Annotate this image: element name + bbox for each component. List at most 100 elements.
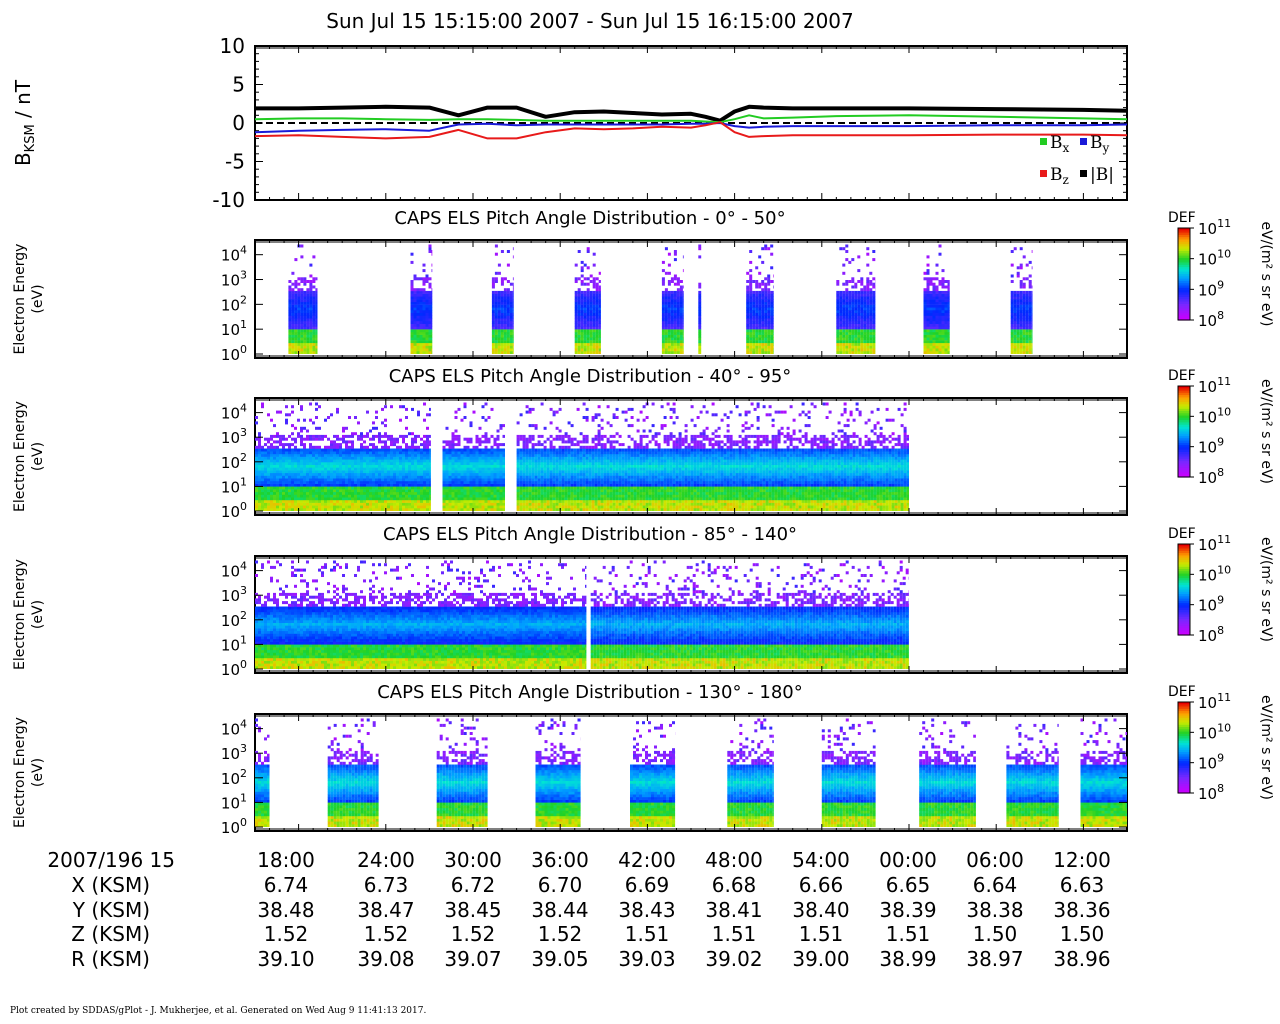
pad-1-cell: [306, 313, 309, 316]
pad-1-cell: [770, 326, 773, 329]
pad-1-cell: [291, 329, 294, 332]
pad-1-cell: [420, 294, 423, 297]
pad-1-cell: [593, 313, 596, 316]
pad-1-cell: [429, 335, 432, 338]
pad-1-cell: [839, 296, 842, 299]
pad-1-cell: [857, 348, 860, 351]
pad-1-cell: [872, 313, 875, 316]
pad-1-cell: [303, 277, 306, 280]
pad-1-cell: [764, 283, 767, 286]
pad-1-cell: [758, 340, 761, 343]
pad-1-cell: [294, 337, 297, 340]
pad-1-cell: [924, 351, 927, 354]
pad-1-cell: [599, 299, 601, 302]
pad-1-cell: [674, 275, 677, 278]
pad-1-cell: [869, 288, 872, 291]
pad-1-cell: [674, 250, 677, 253]
pad-1-cell: [423, 264, 426, 267]
pad-1-cell: [773, 318, 774, 321]
pad-1-cell: [291, 346, 294, 349]
pad-1-cell: [866, 348, 869, 351]
pad-1-cell: [869, 321, 872, 324]
pad-1-cell: [581, 294, 584, 297]
pad-1-cell: [426, 280, 429, 283]
pad-1-cell: [315, 291, 317, 294]
pad-1-cell: [312, 280, 315, 283]
pad-1-cell: [749, 321, 752, 324]
pad-1-cell: [770, 313, 773, 316]
pad-1-cell: [510, 310, 513, 313]
pad-1-cell: [665, 272, 668, 275]
pad-1-cell: [927, 280, 930, 283]
pad-1-cell: [677, 348, 680, 351]
pad-1-cell: [933, 340, 936, 343]
pad-1-cell: [665, 313, 668, 316]
pad-1-cell: [593, 337, 596, 340]
pad-1-cell: [671, 318, 674, 321]
pad-1-cell: [432, 326, 433, 329]
pad-1-cell: [575, 351, 578, 354]
pad-1-cell: [698, 291, 701, 294]
pad-1-cell: [872, 343, 875, 346]
pad-1-cell: [294, 310, 297, 313]
pad-1-cell: [677, 318, 680, 321]
pad-1-cell: [507, 337, 510, 340]
pad-1-cell: [683, 310, 684, 313]
pad-1-cell: [578, 313, 581, 316]
pad-1-cell: [677, 346, 680, 349]
pad-1-cell: [587, 283, 590, 286]
pad-1-cell: [297, 316, 300, 319]
pad-1-cell: [764, 316, 767, 319]
pad-1-cell: [836, 337, 839, 340]
pad-1-cell: [300, 340, 303, 343]
pad-1-cell: [423, 340, 426, 343]
pad-1-cell: [933, 283, 936, 286]
pad-1-cell: [599, 286, 601, 289]
pad-1-cell: [587, 291, 590, 294]
pad-1-cell: [596, 337, 599, 340]
pad-1-cell: [513, 283, 514, 286]
pad-1-cell: [501, 340, 504, 343]
pad-1-cell: [297, 324, 300, 327]
pad-1-cell: [492, 296, 495, 299]
pad-1-cell: [755, 305, 758, 308]
pad-1-cell: [599, 272, 601, 275]
pad-1-cell: [306, 280, 309, 283]
pad-1-cell: [578, 299, 581, 302]
pad-1-cell: [599, 291, 601, 294]
pad-1-cell: [842, 291, 845, 294]
pad-1-cell: [758, 294, 761, 297]
pad-1-cell: [848, 343, 851, 346]
pad-1-cell: [674, 351, 677, 354]
pad-1-cell: [698, 318, 701, 321]
pad-1-cell: [300, 324, 303, 327]
pad-1-cell: [492, 305, 495, 308]
pad-1-cell: [303, 313, 306, 316]
pad-1-cell: [924, 340, 927, 343]
pad-1-cell: [432, 348, 433, 351]
pad-1-cell: [933, 324, 936, 327]
pad-1-cell: [863, 332, 866, 335]
pad-1-cell: [599, 346, 601, 349]
pad-1-cell: [866, 280, 869, 283]
pad-1-cell: [851, 329, 854, 332]
pad-1-cell: [924, 299, 927, 302]
pad-1-cell: [417, 332, 420, 335]
pad-1-cell: [761, 288, 764, 291]
pad-1-cell: [501, 329, 504, 332]
pad-1-cell: [677, 329, 680, 332]
pad-1-cell: [752, 294, 755, 297]
pad-1-cell: [498, 343, 501, 346]
pad-1-cell: [752, 340, 755, 343]
pad-1-cell: [300, 255, 303, 258]
pad-1-cell: [596, 318, 599, 321]
pad-1-cell: [288, 294, 291, 297]
pad-1-cell: [662, 277, 665, 280]
pad-1-cell: [680, 324, 683, 327]
pad-1-cell: [513, 313, 514, 316]
pad-1-cell: [312, 310, 315, 313]
pad-1-cell: [662, 351, 665, 354]
pad-1-cell: [930, 299, 933, 302]
pad-1-cell: [315, 340, 317, 343]
pad-1-cell: [291, 321, 294, 324]
